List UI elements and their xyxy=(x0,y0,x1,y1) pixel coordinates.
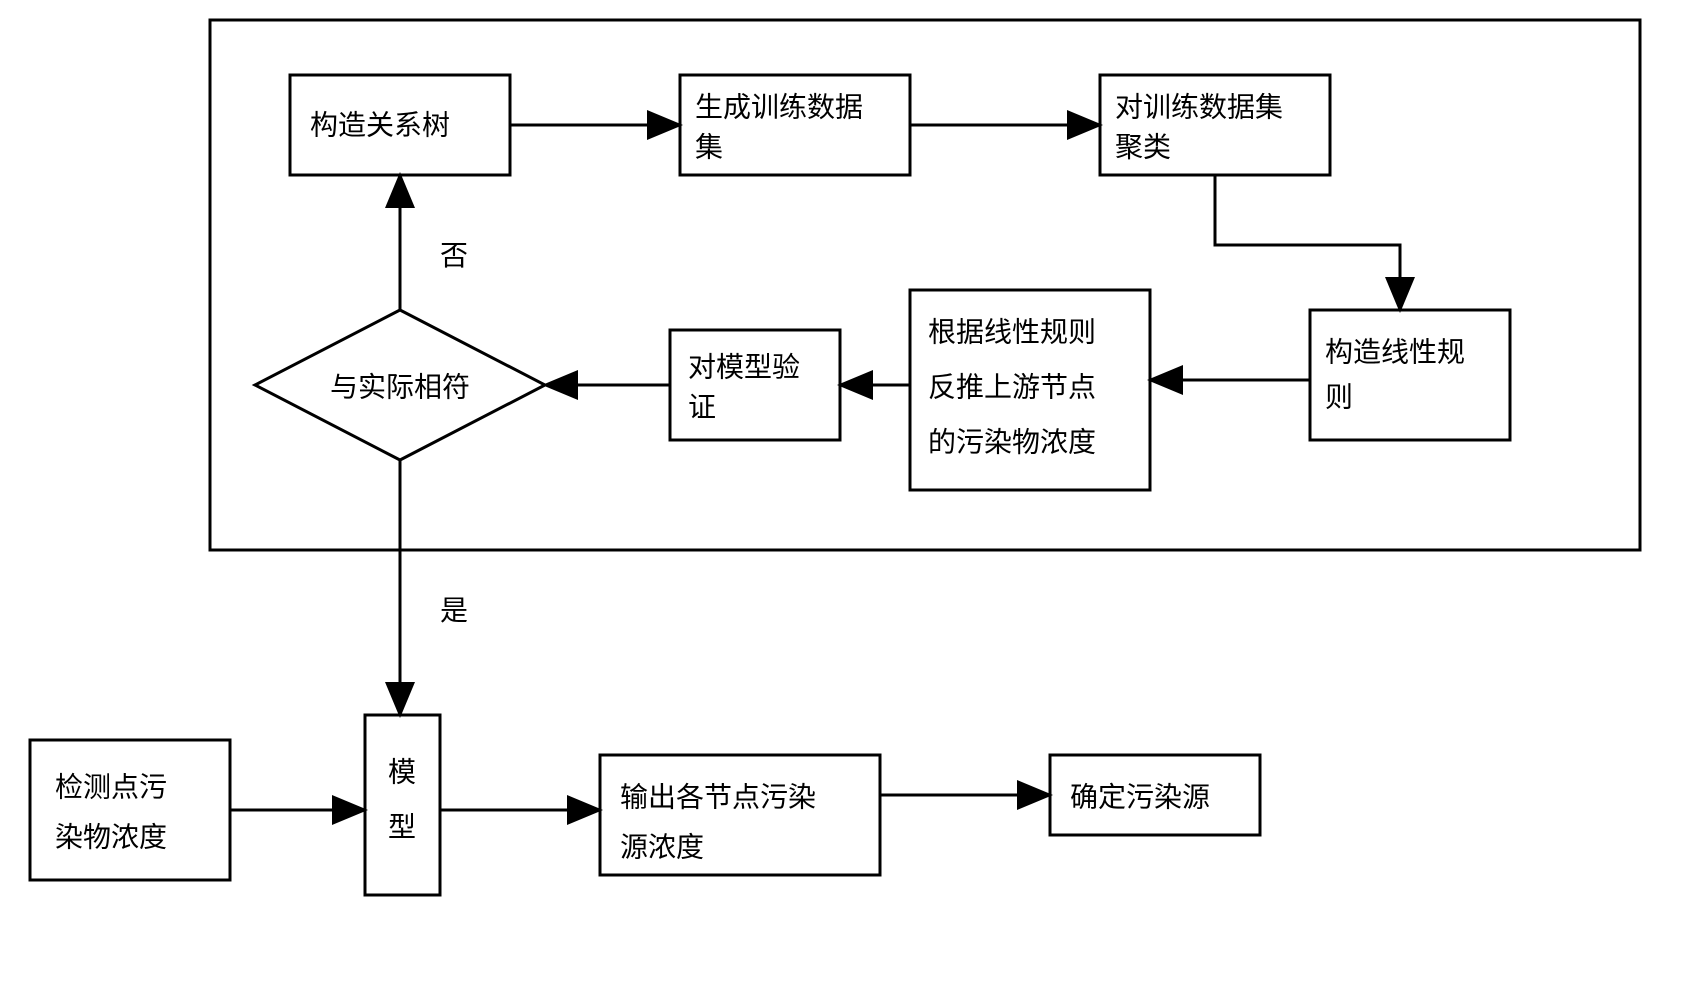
edges-group xyxy=(230,125,1400,810)
node-output-node-concentration: 输出各节点污染 源浓度 xyxy=(600,755,880,875)
svg-text:反推上游节点: 反推上游节点 xyxy=(928,371,1096,403)
svg-text:生成训练数据: 生成训练数据 xyxy=(695,91,863,123)
svg-text:模: 模 xyxy=(388,756,416,788)
svg-text:染物浓度: 染物浓度 xyxy=(55,821,167,853)
svg-text:对训练数据集: 对训练数据集 xyxy=(1115,91,1283,123)
svg-text:构造关系树: 构造关系树 xyxy=(310,109,450,141)
svg-text:输出各节点污染: 输出各节点污染 xyxy=(620,781,816,813)
node-detection-point-concentration: 检测点污 染物浓度 xyxy=(30,740,230,880)
svg-text:根据线性规则: 根据线性规则 xyxy=(928,316,1096,348)
svg-text:的污染物浓度: 的污染物浓度 xyxy=(928,426,1096,458)
svg-text:对模型验: 对模型验 xyxy=(688,351,800,383)
edge-label-no: 否 xyxy=(440,241,468,272)
svg-text:构造线性规: 构造线性规 xyxy=(1325,336,1465,368)
decision-matches-reality: 与实际相符 xyxy=(255,310,545,460)
node-build-relation-tree: 构造关系树 xyxy=(290,75,510,175)
svg-text:与实际相符: 与实际相符 xyxy=(330,371,470,403)
svg-text:则: 则 xyxy=(1325,381,1353,413)
node-cluster-training-set: 对训练数据集 聚类 xyxy=(1100,75,1330,175)
svg-text:确定污染源: 确定污染源 xyxy=(1070,781,1210,813)
node-infer-upstream-concentration: 根据线性规则 反推上游节点 的污染物浓度 xyxy=(910,290,1150,490)
edge-label-yes: 是 xyxy=(440,596,468,627)
node-generate-training-set: 生成训练数据 集 xyxy=(680,75,910,175)
node-build-linear-rules: 构造线性规 则 xyxy=(1310,310,1510,440)
svg-text:型: 型 xyxy=(388,811,416,843)
svg-text:证: 证 xyxy=(688,392,716,423)
svg-text:检测点污: 检测点污 xyxy=(55,771,167,803)
edge-n3-n4 xyxy=(1215,175,1400,310)
svg-text:集: 集 xyxy=(695,131,723,163)
svg-text:源浓度: 源浓度 xyxy=(620,831,704,863)
node-model: 模 型 xyxy=(365,715,440,895)
svg-text:聚类: 聚类 xyxy=(1115,131,1171,163)
node-identify-pollution-source: 确定污染源 xyxy=(1050,755,1260,835)
node-validate-model: 对模型验 证 xyxy=(670,330,840,440)
